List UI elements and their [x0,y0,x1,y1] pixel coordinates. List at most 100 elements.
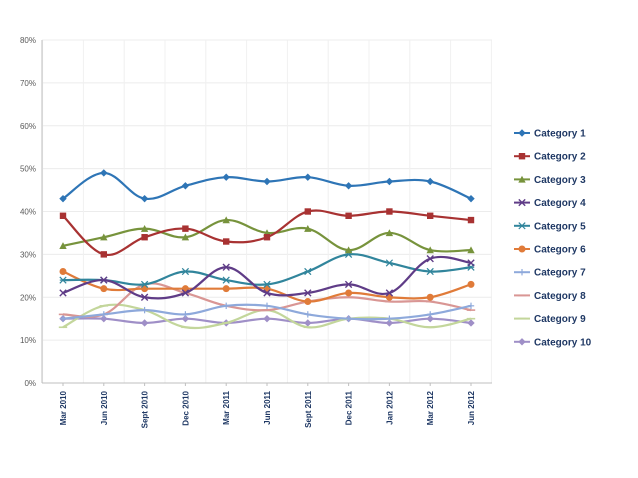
data-point [345,315,352,322]
data-point [140,224,149,232]
data-point [141,306,148,314]
data-point [427,311,434,318]
x-tick-label: Sept 2011 [304,390,313,427]
y-tick-label: 0% [24,379,36,388]
legend-marker [518,198,526,207]
y-tick-label: 20% [20,293,36,302]
legend-marker [518,129,526,137]
legend-marker [518,153,526,160]
y-tick-label: 60% [20,122,36,131]
data-point [467,259,475,267]
data-point [385,259,394,267]
legend-item: Category 10 [514,337,592,348]
data-point [100,169,108,177]
data-point [100,233,108,241]
data-point [223,238,230,245]
x-tick-label: Mar 2012 [426,390,435,425]
data-point [181,314,190,323]
series-4 [59,254,475,301]
data-point [140,280,149,289]
legend-label: Category 2 [534,152,586,163]
data-point [140,319,149,327]
data-point [344,280,353,289]
legend-label: Category 8 [534,291,586,302]
data-point [100,285,108,293]
data-point [182,225,189,232]
x-tick-label: Jun 2010 [100,390,109,425]
legend-marker [518,338,526,346]
data-point [426,267,434,276]
data-point [426,246,434,254]
data-point [181,182,190,190]
data-point [385,289,394,297]
data-point [222,216,230,224]
data-point [141,234,148,241]
data-point [222,276,230,284]
data-point [222,263,230,271]
x-tick-label: Mar 2011 [222,390,231,424]
data-point [304,298,312,306]
data-point [426,177,434,186]
legend: Category 1 Category 2 Category 3 Category 4… [514,129,592,348]
data-point [304,267,312,276]
data-point [467,319,475,327]
data-point [223,302,230,310]
series-lines [58,169,476,330]
x-tick-label: Jan 2012 [385,390,394,424]
data-point [100,311,107,318]
data-point [344,182,353,190]
data-point [426,254,434,263]
gridlines [42,39,492,383]
data-point [385,177,394,186]
legend-label: Category 5 [534,221,586,232]
data-point [467,302,475,310]
data-point [59,194,67,203]
series-5 [59,250,475,289]
data-point [304,173,312,181]
y-tick-label: 80% [20,36,36,45]
legend-item: Category 2 [514,152,586,163]
series-2 [59,208,475,258]
data-point [427,212,434,219]
legend-label: Category 6 [534,245,586,256]
data-point [100,314,108,323]
data-point [59,315,67,322]
data-point [59,268,67,276]
data-point [467,280,475,288]
data-point [385,229,394,237]
legend-item: Category 5 [514,221,586,232]
y-tick-label: 50% [20,165,36,174]
data-point [263,177,271,186]
legend-item: Category 3 [514,175,586,186]
data-point [59,289,67,297]
data-point [304,319,312,327]
data-point [426,293,434,301]
legend-label: Category 7 [534,268,586,279]
data-point [100,251,107,258]
data-point [222,173,230,181]
data-point [181,267,190,276]
y-tick-label: 30% [20,250,36,259]
data-point [345,289,353,297]
legend-label: Category 4 [534,198,586,209]
data-point [304,224,312,232]
y-tick-label: 40% [20,208,36,217]
y-tick-label: 70% [20,79,36,88]
data-point [304,311,311,318]
series-7 [59,302,475,322]
legend-item: Category 8 [514,291,586,302]
data-point [386,315,393,322]
data-point [467,246,475,254]
x-axis: Mar 2010 Jun 2010 Sept 2010 Dec 2010 Mar 201… [42,382,492,428]
data-point [386,208,393,215]
x-tick-label: Dec 2011 [345,390,354,425]
x-tick-label: Jun 2011 [263,390,272,424]
data-point [263,289,271,297]
data-point [181,289,190,297]
data-point [263,234,271,241]
data-point [304,208,311,215]
legend-item: Category 7 [514,268,586,279]
data-point [426,314,434,323]
data-point [263,314,271,323]
